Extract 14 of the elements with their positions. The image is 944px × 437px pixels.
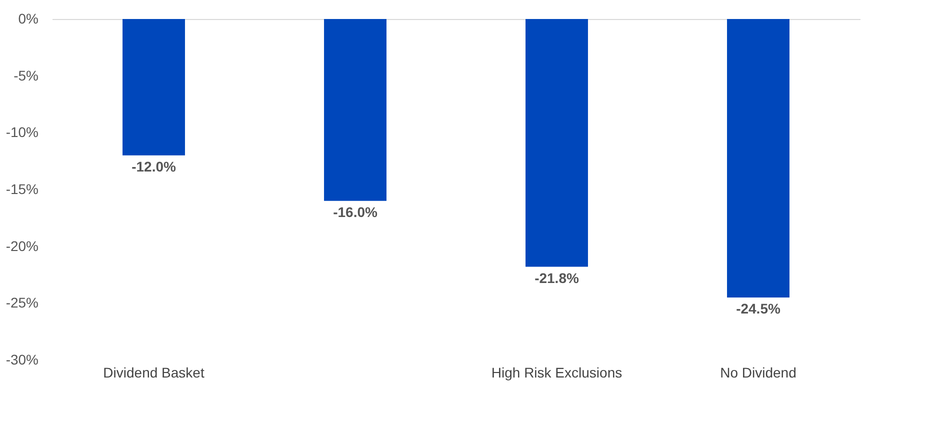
- data-label: -12.0%: [132, 158, 176, 174]
- y-tick-label: 0%: [18, 10, 38, 26]
- y-tick-label: -15%: [6, 181, 38, 197]
- x-tick-label: High Risk Exclusions: [491, 364, 622, 380]
- data-label: -16.0%: [333, 204, 378, 220]
- y-tick-label: -30%: [6, 352, 38, 368]
- data-label: -24.5%: [736, 300, 781, 316]
- y-tick-label: -5%: [14, 67, 38, 84]
- y-tick-label: -20%: [6, 238, 38, 254]
- data-label: -21.8%: [534, 270, 580, 286]
- x-tick-label: Dividend Basket: [103, 364, 204, 380]
- y-tick-label: -25%: [6, 294, 38, 311]
- y-tick-label: -10%: [6, 124, 38, 140]
- x-tick-label: No Dividend: [720, 364, 796, 380]
